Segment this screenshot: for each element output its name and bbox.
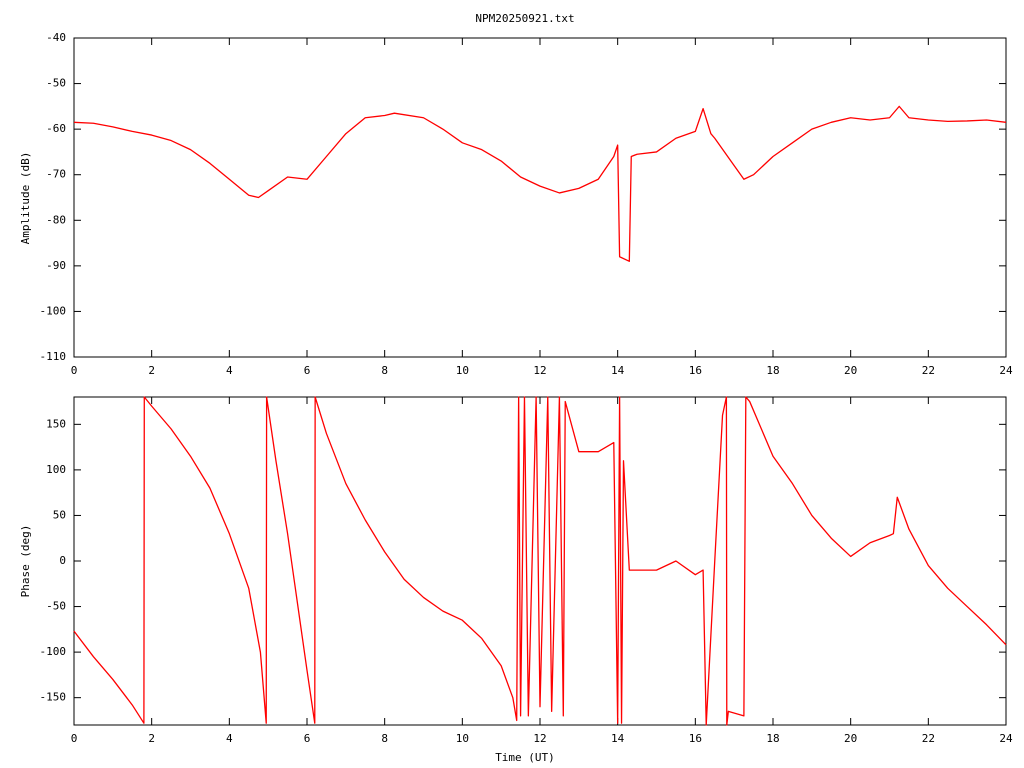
x-tick-label: 4 bbox=[226, 364, 233, 377]
x-tick-label: 8 bbox=[381, 364, 388, 377]
x-tick-label: 12 bbox=[533, 732, 546, 745]
data-line bbox=[73, 396, 1007, 726]
x-tick-label: 14 bbox=[611, 364, 625, 377]
x-tick-label: 2 bbox=[148, 364, 155, 377]
y-tick-label: 150 bbox=[46, 417, 66, 430]
x-tick-label: 18 bbox=[766, 364, 779, 377]
x-tick-label: 8 bbox=[381, 732, 388, 745]
y-tick-label: -100 bbox=[40, 645, 67, 658]
y-tick-label: -60 bbox=[46, 122, 66, 135]
x-tick-label: 14 bbox=[611, 732, 625, 745]
x-tick-label: 2 bbox=[148, 732, 155, 745]
y-tick-label: -40 bbox=[46, 31, 66, 44]
x-tick-label: 22 bbox=[922, 732, 935, 745]
y-tick-label: -50 bbox=[46, 600, 66, 613]
x-tick-label: 0 bbox=[71, 364, 78, 377]
x-tick-label: 16 bbox=[689, 732, 702, 745]
plot-frame bbox=[73, 37, 1007, 358]
y-tick-label: -90 bbox=[46, 259, 66, 272]
y-tick-label: -150 bbox=[40, 691, 67, 704]
y-tick-label: -70 bbox=[46, 168, 66, 181]
chart-title: NPM20250921.txt bbox=[475, 12, 574, 25]
x-tick-label: 4 bbox=[226, 732, 233, 745]
y-tick-label: 0 bbox=[59, 554, 66, 567]
x-axis-label: Time (UT) bbox=[495, 751, 555, 764]
x-tick-label: 20 bbox=[844, 364, 857, 377]
y-tick-label: 50 bbox=[53, 508, 66, 521]
y-tick-label: 100 bbox=[46, 463, 66, 476]
x-tick-label: 6 bbox=[304, 364, 311, 377]
data-line bbox=[73, 105, 1007, 262]
y-axis-label: Phase (deg) bbox=[19, 525, 32, 598]
x-tick-label: 22 bbox=[922, 364, 935, 377]
y-tick-label: -50 bbox=[46, 77, 66, 90]
y-tick-label: -80 bbox=[46, 213, 66, 226]
x-tick-label: 12 bbox=[533, 364, 546, 377]
x-tick-label: 18 bbox=[766, 732, 779, 745]
x-tick-label: 0 bbox=[71, 732, 78, 745]
y-tick-label: -110 bbox=[40, 350, 67, 363]
x-tick-label: 16 bbox=[689, 364, 702, 377]
x-tick-label: 6 bbox=[304, 732, 311, 745]
y-axis-label: Amplitude (dB) bbox=[19, 152, 32, 245]
x-tick-label: 24 bbox=[999, 364, 1013, 377]
x-tick-label: 24 bbox=[999, 732, 1013, 745]
x-tick-label: 10 bbox=[456, 364, 469, 377]
y-tick-label: -100 bbox=[40, 304, 67, 317]
x-tick-label: 10 bbox=[456, 732, 469, 745]
x-tick-label: 20 bbox=[844, 732, 857, 745]
